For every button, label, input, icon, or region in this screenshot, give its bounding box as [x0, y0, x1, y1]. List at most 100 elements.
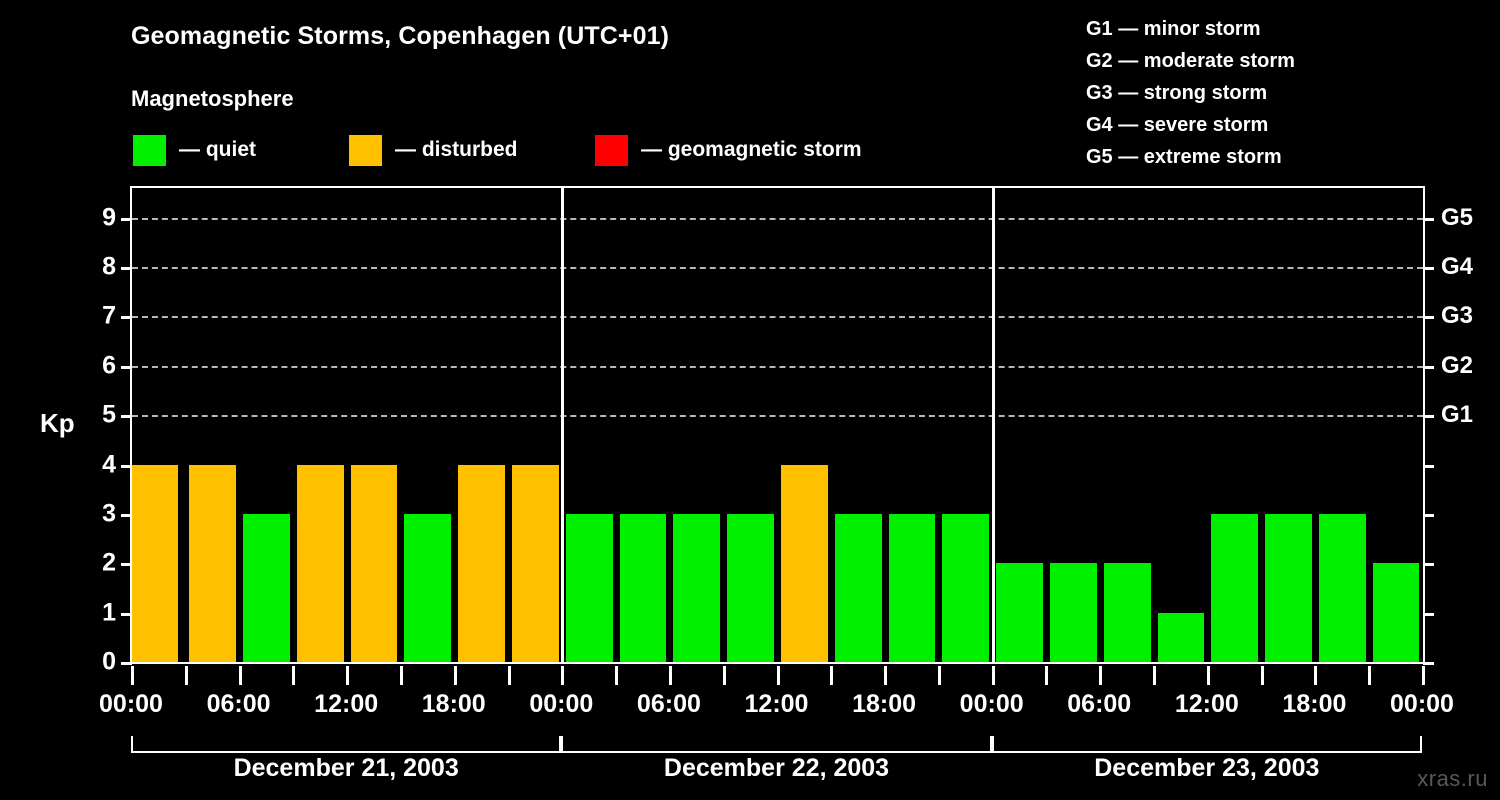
- y-tick-label-right-g3: G3: [1441, 302, 1474, 330]
- x-tick: [399, 666, 403, 685]
- x-tick-label: 00:00: [529, 690, 594, 718]
- x-tick: [131, 666, 134, 685]
- legend-label: — geomagnetic storm: [641, 138, 862, 161]
- day-divider: [991, 188, 995, 662]
- x-tick-label: 18:00: [1282, 690, 1347, 718]
- x-tick: [1422, 666, 1425, 685]
- gridline-kp-7: [132, 316, 1423, 319]
- x-tick: [1045, 666, 1049, 685]
- y-tick-left: [121, 316, 132, 320]
- x-tick: [561, 666, 565, 685]
- bar: [458, 464, 506, 662]
- x-tick: [884, 666, 888, 685]
- bar: [132, 464, 179, 662]
- y-tick-label-left: 0: [102, 647, 116, 676]
- gridline-kp-5: [132, 415, 1423, 418]
- y-tick-label-left: 4: [102, 450, 116, 478]
- y-tick-left: [121, 267, 132, 270]
- y-tick-left: [121, 464, 132, 468]
- x-tick-label: 18:00: [421, 690, 486, 718]
- bar: [996, 563, 1043, 662]
- y-tick-right: [1423, 464, 1434, 468]
- gridline-kp-6: [132, 365, 1423, 368]
- y-tick-label-right-g1: G1: [1441, 401, 1474, 429]
- y-tick-right: [1423, 217, 1434, 221]
- bar: [243, 513, 290, 662]
- g-scale-legend: G1 — minor storm G2 — moderate storm G3 — …: [1068, 13, 1488, 173]
- bar: [1103, 563, 1151, 662]
- y-tick-right: [1423, 365, 1434, 369]
- legend-entry-storm: — geomagnetic storm: [595, 134, 862, 166]
- x-tick: [1153, 666, 1157, 685]
- day-label: December 22, 2003: [663, 754, 890, 782]
- bar: [619, 513, 667, 662]
- y-tick-label-right-g4: G4: [1441, 253, 1474, 280]
- bar: [350, 464, 398, 662]
- y-tick-left: [121, 365, 132, 369]
- x-tick: [991, 666, 995, 685]
- bar: [673, 513, 721, 662]
- x-tick-label: 12:00: [1174, 690, 1239, 718]
- x-tick: [507, 666, 511, 685]
- g-legend-row: G2 — moderate storm: [1086, 50, 1295, 72]
- y-tick-right: [1423, 267, 1434, 270]
- bar: [888, 513, 936, 662]
- g-legend-row: G5 — extreme storm: [1086, 146, 1282, 168]
- y-tick-label-left: 5: [102, 400, 116, 429]
- x-tick: [1099, 666, 1103, 685]
- x-tick-label: 00:00: [1390, 690, 1454, 718]
- x-tick: [292, 666, 296, 685]
- day-bracket: [991, 736, 1422, 753]
- y-tick-label-left: 8: [102, 252, 116, 281]
- y-tick-label-right-g2: G2: [1441, 351, 1474, 379]
- bar: [1372, 563, 1420, 662]
- x-tick-label: 06:00: [1067, 690, 1132, 718]
- y-tick-left: [121, 563, 132, 567]
- x-tick-label: 18:00: [852, 690, 917, 718]
- y-tick-right: [1423, 415, 1434, 419]
- day-label: December 21, 2003: [233, 754, 459, 782]
- y-tick-left: [121, 662, 132, 665]
- x-tick: [346, 666, 350, 685]
- bar: [296, 464, 344, 662]
- x-tick: [722, 666, 726, 685]
- x-tick-label: 12:00: [744, 690, 809, 718]
- legend-entry-disturbed: — disturbed: [349, 134, 518, 166]
- legend-label: — quiet: [179, 138, 256, 161]
- legend-entry-quiet: — quiet: [133, 134, 256, 166]
- x-tick: [238, 666, 242, 685]
- bar: [1211, 513, 1259, 662]
- y-tick-right: [1423, 316, 1434, 320]
- x-tick: [1314, 666, 1318, 685]
- y-tick-label-left: 2: [102, 548, 116, 577]
- x-tick-label: 06:00: [206, 690, 271, 718]
- kp-axis-title: Kp: [40, 408, 75, 438]
- y-tick-left: [121, 612, 132, 616]
- bar: [1157, 612, 1205, 662]
- legend-label: — disturbed: [395, 138, 518, 161]
- y-tick-label-left: 1: [102, 598, 116, 627]
- x-tick: [184, 666, 188, 685]
- bar: [834, 513, 882, 662]
- bar: [727, 513, 774, 662]
- chart-title: Geomagnetic Storms, Copenhagen (UTC+01): [131, 22, 670, 50]
- bar: [404, 513, 452, 662]
- day-bracket: [561, 736, 992, 753]
- legend-swatch-quiet-icon: [133, 134, 166, 166]
- bar: [512, 464, 559, 662]
- y-tick-left: [121, 513, 132, 517]
- x-tick: [1206, 666, 1210, 685]
- x-tick: [1368, 666, 1372, 685]
- g-legend-row: G3 — strong storm: [1086, 82, 1268, 104]
- y-tick-right: [1423, 563, 1434, 567]
- x-tick: [1260, 666, 1264, 685]
- y-tick-label-left: 9: [102, 203, 116, 232]
- y-tick-right: [1423, 662, 1434, 665]
- x-tick-label: 12:00: [314, 690, 379, 718]
- x-tick: [937, 666, 941, 685]
- x-tick-label: 06:00: [636, 690, 701, 718]
- g-legend-row: G1 — minor storm: [1086, 18, 1261, 40]
- bar: [565, 513, 613, 662]
- legend-swatch-storm-icon: [595, 134, 628, 166]
- watermark: xras.ru: [1417, 766, 1488, 791]
